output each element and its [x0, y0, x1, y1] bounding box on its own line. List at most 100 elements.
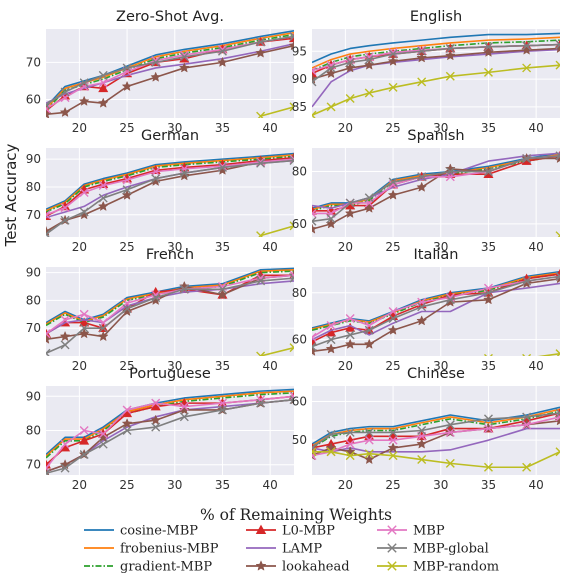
data-point-mbp	[79, 309, 89, 319]
data-point-mbp	[151, 398, 161, 408]
data-point-mbp-global	[445, 167, 455, 177]
data-point-mbp-global	[151, 422, 161, 432]
data-point-mbp-random	[555, 231, 560, 237]
data-point-mbp	[98, 429, 108, 439]
data-point-mbp-global	[555, 271, 560, 281]
data-point-mbp-random	[345, 451, 355, 461]
subplot-chinese: 20 25 30 35 40 50 60 Chinese	[292, 366, 560, 492]
y-tick-label: 90	[26, 152, 41, 166]
legend-item-lookahead: lookahead	[246, 560, 350, 575]
data-point-mbp-global	[388, 427, 398, 437]
data-point-mbp-global	[555, 40, 560, 50]
data-point-mbp	[483, 424, 493, 434]
series-gradient-mbp	[46, 155, 294, 213]
x-tick-label: 40	[529, 240, 544, 254]
data-point-mbp-global	[289, 156, 294, 166]
x-tick-label: 35	[215, 121, 230, 135]
data-point-lookahead	[288, 40, 294, 51]
data-point-lookahead	[416, 315, 428, 326]
series-mbp-random	[555, 231, 560, 237]
series-line-l0-mbp	[46, 156, 294, 217]
data-point-mbp-random	[256, 231, 266, 237]
series-line-mbp-global	[46, 159, 294, 235]
x-tick-label: 35	[215, 240, 230, 254]
legend: cosine-MBP frobenius-MBP gradient-MBP L0-MB…	[84, 524, 499, 575]
data-point-l0-mbp	[312, 336, 318, 346]
data-point-mbp	[122, 405, 132, 415]
x-tick-label: 20	[338, 478, 353, 492]
data-point-mbp-global	[60, 463, 70, 473]
data-point-mbp-random	[364, 88, 374, 98]
legend-marker	[255, 524, 267, 534]
legend-item-l0-mbp: L0-MBP	[246, 524, 335, 539]
series-mbp-random	[312, 447, 560, 472]
series-frobenius-mbp	[46, 31, 294, 110]
x-tick-label: 40	[263, 121, 278, 135]
legend-label: MBP-random	[413, 560, 499, 575]
data-point-lookahead	[325, 343, 337, 354]
x-tick-label: 25	[119, 478, 134, 492]
x-tick-label: 30	[433, 359, 448, 373]
y-tick-label: 80	[292, 286, 307, 300]
series-lamp	[312, 282, 560, 341]
y-tick-label: 70	[26, 55, 41, 69]
y-tick-label: 80	[26, 293, 41, 307]
series-line-mbp-random	[260, 346, 294, 356]
data-point-mbp-random	[312, 447, 317, 457]
x-tick-label: 30	[167, 121, 182, 135]
data-point-lookahead	[387, 55, 399, 66]
data-point-mbp-global	[417, 172, 427, 182]
data-point-mbp-random	[364, 449, 374, 459]
series-line-mbp-global	[312, 275, 560, 348]
data-point-l0-mbp	[79, 435, 90, 445]
data-point-lookahead	[150, 71, 162, 82]
subplot-title: Chinese	[407, 366, 465, 382]
data-point-lookahead	[387, 324, 399, 335]
data-point-lookahead	[97, 200, 109, 211]
data-point-mbp-global	[98, 439, 108, 449]
data-point-lookahead	[554, 42, 560, 54]
data-point-lookahead	[387, 442, 399, 453]
data-point-mbp-global	[522, 276, 532, 286]
series-line-gradient-mbp	[46, 155, 294, 213]
series-frobenius-mbp	[46, 154, 294, 212]
x-tick-label: 30	[433, 478, 448, 492]
data-point-mbp	[179, 164, 189, 174]
data-point-mbp	[256, 157, 266, 167]
x-tick-label: 35	[215, 478, 230, 492]
series-line-frobenius-mbp	[312, 36, 560, 69]
data-point-mbp-global	[345, 57, 355, 67]
data-point-lookahead	[97, 431, 109, 442]
y-tick-label: 70	[26, 208, 41, 222]
data-point-mbp-random	[483, 462, 493, 472]
data-point-mbp-global	[522, 41, 532, 51]
data-point-mbp	[98, 181, 108, 191]
data-point-lookahead	[444, 50, 456, 61]
data-point-mbp-global	[388, 49, 398, 59]
x-tick-label: 30	[433, 121, 448, 135]
x-tick-label: 40	[263, 359, 278, 373]
y-tick-label: 85	[292, 100, 307, 114]
series-cosine-mbp	[312, 32, 560, 64]
series-line-mbp-random	[260, 225, 294, 237]
series-line-mbp	[46, 35, 294, 110]
legend-item-lamp: LAMP	[246, 542, 322, 557]
series-line-mbp-random	[312, 450, 560, 469]
legend-item-mbp: MBP	[377, 524, 445, 539]
series-mbp-random	[483, 349, 560, 356]
data-point-mbp-global	[179, 284, 189, 294]
data-point-mbp-global	[345, 330, 355, 340]
data-point-mbp-random	[555, 60, 560, 70]
y-tick-label: 60	[26, 92, 41, 106]
legend-item-gradient-mbp: gradient-MBP	[84, 560, 212, 575]
series-line-mbp-global	[312, 412, 560, 449]
data-point-mbp-global	[151, 57, 161, 67]
data-point-mbp-global	[312, 77, 317, 87]
subplot-english: 20 25 30 35 40 85 90 95 English	[292, 9, 560, 135]
x-axis-label: % of Remaining Weights	[200, 506, 392, 524]
data-point-mbp-random	[483, 67, 493, 77]
data-point-mbp-random	[417, 455, 427, 465]
x-tick-label: 35	[481, 121, 496, 135]
data-point-lookahead	[416, 438, 428, 449]
data-point-l0-mbp	[98, 83, 109, 93]
